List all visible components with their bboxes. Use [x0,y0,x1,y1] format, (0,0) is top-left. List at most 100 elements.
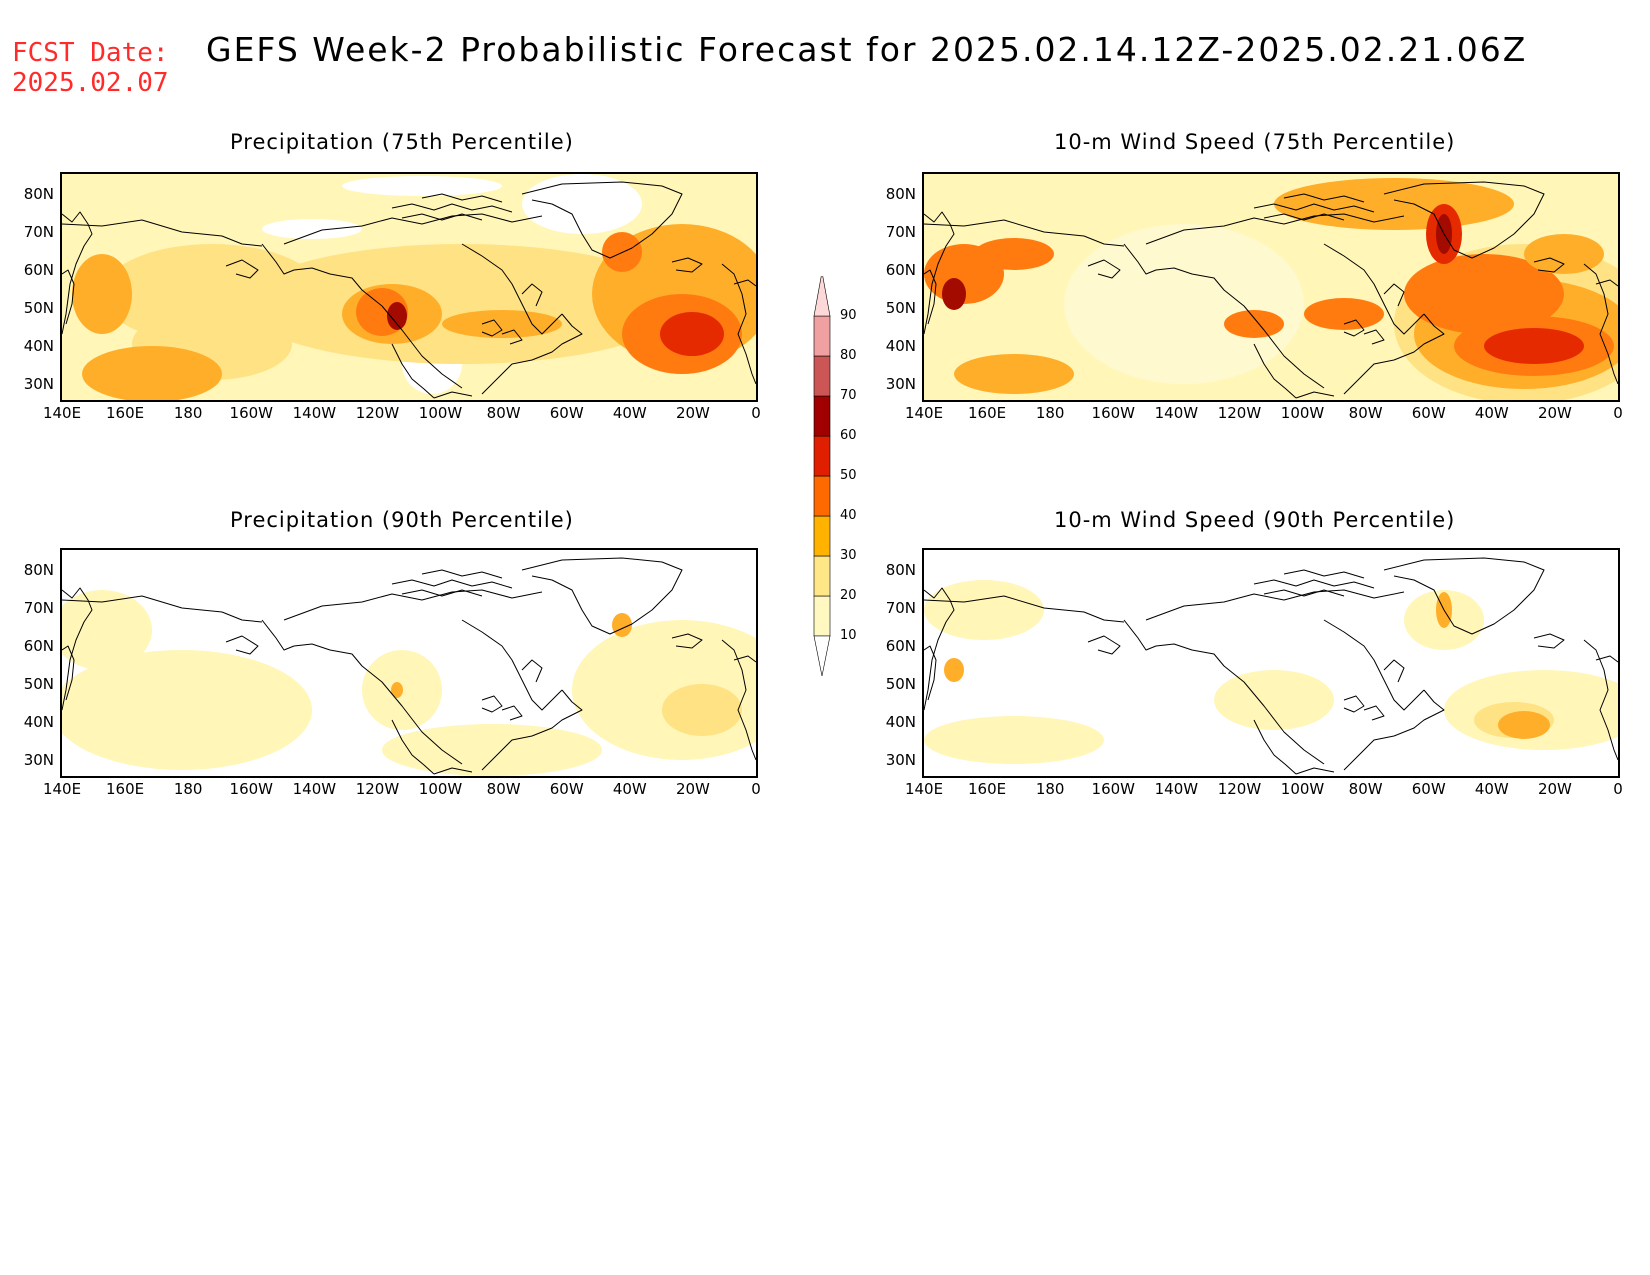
lon-label: 60W [549,404,584,422]
map-panel-precip90 [60,548,758,778]
coastline [433,767,473,775]
coastline [391,343,435,399]
lon-label: 80W [486,404,521,422]
coastlines [62,557,756,775]
lon-label: 160E [968,404,1007,422]
lat-label: 70N [23,599,54,617]
shaded-area [954,354,1074,394]
colorbar-segment [813,595,831,637]
shaded-area [974,238,1054,270]
colorbar-segment [813,475,831,517]
lon-label: 120W [355,780,400,798]
coastline [1595,655,1618,663]
lon-label: 40W [1474,404,1509,422]
colorbar-label: 80 [840,348,857,363]
coastlines [924,181,1618,399]
shaded-area [662,684,742,736]
coastline [1145,213,1405,245]
coastline [1145,589,1405,621]
lat-label: 40N [23,713,54,731]
shaded-area [1524,234,1604,274]
lon-label: 160E [106,404,145,422]
shaded-area [1484,328,1584,364]
colorbar-label: 90 [840,308,857,323]
lat-label: 30N [23,375,54,393]
coastline [62,211,93,335]
greenland-no-data [522,174,642,234]
colorbar-bottom-arrow [813,635,831,676]
lon-label: 20W [1537,404,1572,422]
coastline [481,695,503,713]
shaded-area [1404,254,1564,334]
coastline [433,391,473,399]
lon-label: 100W [418,780,463,798]
coastline [1533,257,1565,273]
lon-label: 160E [106,780,145,798]
map-panel-wind90 [922,548,1620,778]
colorbar-segment [813,395,831,437]
coastline [391,719,435,775]
map-panel-precip75 [60,172,758,402]
lon-label: 0 [1613,780,1623,798]
lat-label: 40N [885,337,916,355]
coastline [721,639,756,761]
lon-label: 120W [1217,404,1262,422]
lat-label: 50N [885,299,916,317]
coastline [1583,263,1618,385]
coastline [671,633,703,649]
coastline [521,283,543,307]
lon-label: 40W [1474,780,1509,798]
forecast-date-label: FCST Date: [12,38,169,68]
coastline [401,589,483,597]
coastline [1263,213,1345,221]
coastlines [62,181,756,399]
coastline [1533,633,1565,649]
coastline [481,313,583,395]
coastline [401,213,483,221]
colorbar-label: 70 [840,388,857,403]
coastline [521,659,543,683]
shaded-area [1224,310,1284,338]
forecast-date-value: 2025.02.07 [12,68,169,98]
coastline [1253,719,1297,775]
coastline [62,587,93,711]
shaded-area [387,302,407,330]
lon-label: 140W [292,780,337,798]
lon-label: 100W [418,404,463,422]
coastline [225,635,259,655]
lon-label: 60W [1411,780,1446,798]
coastline [1383,283,1405,307]
lat-label: 50N [23,299,54,317]
lon-label: 120W [1217,780,1262,798]
lat-label: 30N [885,751,916,769]
map-precip90 [62,550,756,776]
lon-label: 160E [968,780,1007,798]
lon-label: 20W [675,404,710,422]
lon-label: 140W [1154,404,1199,422]
coastline [1383,181,1545,259]
lon-label: 160W [1091,404,1135,422]
panel-title-wind90: 10-m Wind Speed (90th Percentile) [1054,508,1456,532]
lon-label: 60W [549,780,584,798]
coastline [62,595,263,623]
coastline [1363,329,1385,345]
lat-label: 40N [885,713,916,731]
coastlines [924,557,1618,775]
coastline [924,595,1125,623]
colorbar-label: 20 [840,588,857,603]
lat-label: 60N [885,261,916,279]
coastline [461,619,563,711]
panel-title-precip90: Precipitation (90th Percentile) [230,508,574,532]
coastline [521,557,683,635]
lat-label: 70N [885,223,916,241]
shaded-area [62,590,152,670]
lon-label: 0 [1613,404,1623,422]
lon-label: 40W [612,780,647,798]
lat-label: 80N [885,561,916,579]
lon-label: 180 [173,404,203,422]
shaded-area [442,310,562,338]
lat-label: 30N [885,375,916,393]
lon-label: 140E [42,780,82,798]
coastline [924,587,955,711]
panel-title-precip75: Precipitation (75th Percentile) [230,130,574,154]
